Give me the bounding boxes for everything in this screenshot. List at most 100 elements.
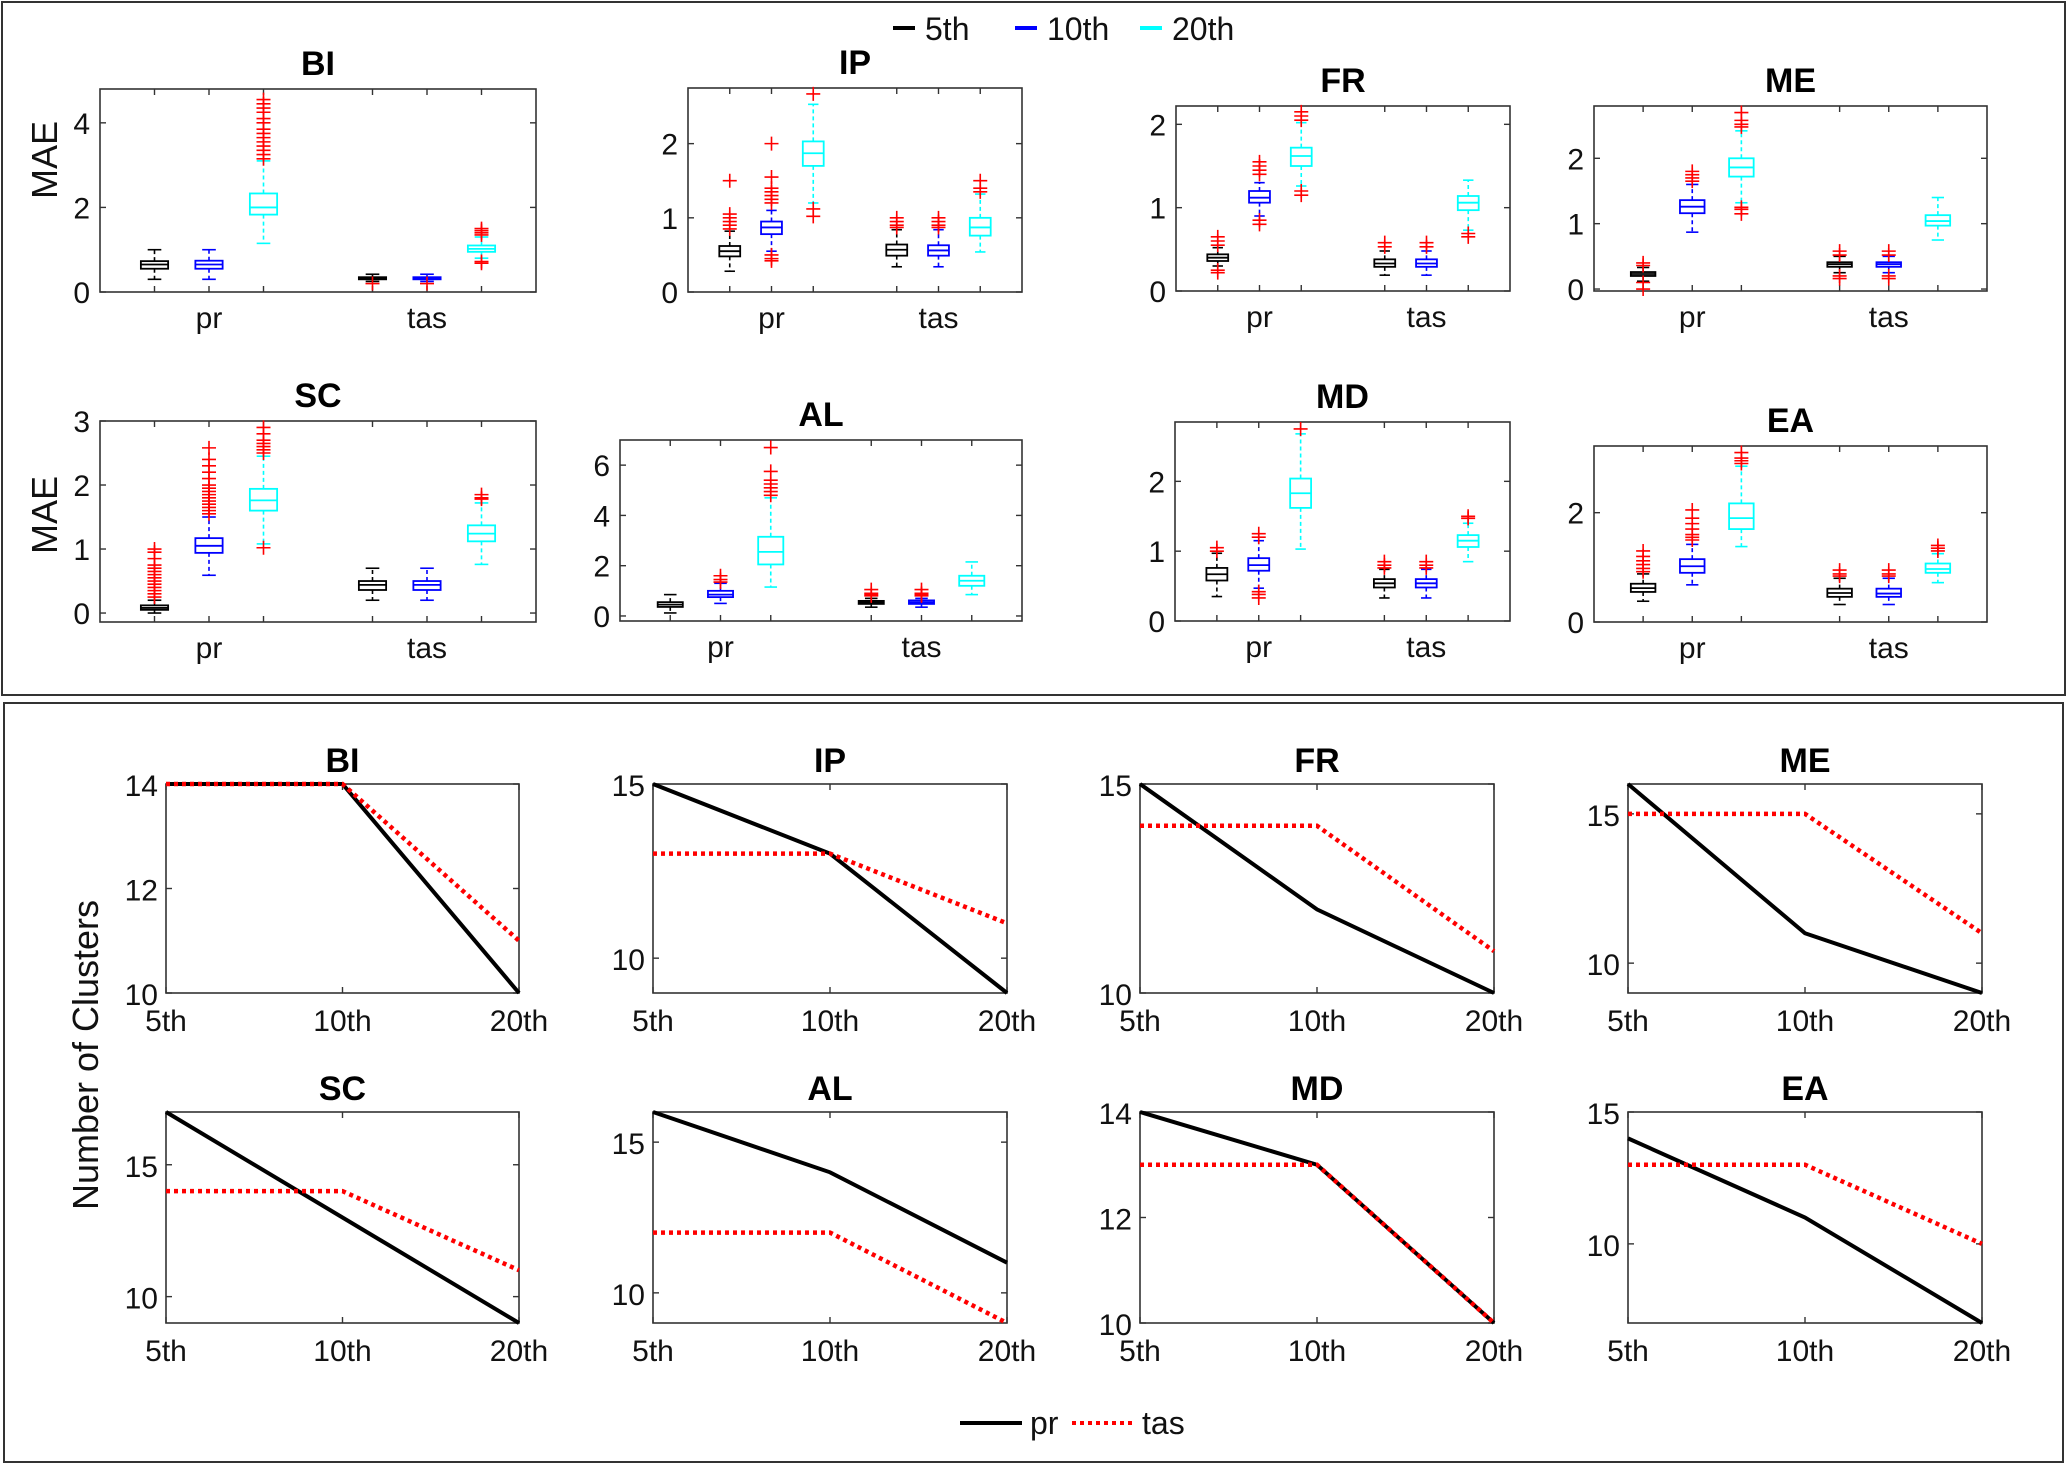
axes-box bbox=[652, 783, 1008, 994]
box-pr-5th bbox=[1205, 540, 1229, 598]
outlier-marker bbox=[764, 170, 779, 185]
x-tick-label: 10th bbox=[313, 1005, 371, 1038]
series-line-tas bbox=[653, 851, 1008, 926]
y-tick-label: 1 bbox=[661, 203, 678, 236]
outlier-marker bbox=[474, 487, 489, 502]
legend-item-10th: 10th bbox=[1015, 11, 1109, 47]
series-line-tas bbox=[166, 781, 521, 943]
box-pr-20th bbox=[1728, 445, 1755, 548]
box-pr-5th bbox=[656, 593, 684, 614]
box-tas-5th bbox=[1373, 235, 1397, 276]
legend-item-tas: tas bbox=[1072, 1405, 1185, 1441]
bottom-legend: pr tas bbox=[960, 1405, 1185, 1441]
series-line-tas bbox=[1628, 811, 1984, 936]
lineplot-panel-EA: EA 10 15 5th 10th 20th bbox=[1587, 1070, 2012, 1368]
box-pr-20th bbox=[1289, 421, 1312, 550]
box-pr-10th bbox=[1248, 154, 1271, 232]
y-tick-label: 0 bbox=[1149, 276, 1166, 309]
panel-title: IP bbox=[814, 742, 846, 780]
boxplot-panel-FR: FR 0 1 2 pr tas bbox=[1149, 62, 1511, 334]
outlier-marker bbox=[1377, 554, 1392, 569]
outlier-marker bbox=[1636, 255, 1651, 270]
outlier-marker bbox=[1252, 217, 1267, 232]
series-line-tas bbox=[1140, 1162, 1496, 1325]
panel-title: FR bbox=[1320, 62, 1365, 100]
axes-box bbox=[1139, 783, 1495, 994]
x-tick-label: 10th bbox=[801, 1005, 859, 1038]
legend-label-10th: 10th bbox=[1047, 11, 1109, 47]
y-tick-label: 12 bbox=[1099, 1204, 1132, 1237]
y-tick-label: 10 bbox=[612, 1279, 645, 1312]
x-tick-label: 5th bbox=[1119, 1335, 1161, 1368]
outlier-marker bbox=[474, 256, 489, 271]
outlier-marker bbox=[1210, 229, 1225, 244]
box-tas-20th bbox=[958, 561, 986, 596]
panel-title: BI bbox=[326, 742, 360, 780]
box-tas-10th bbox=[1875, 563, 1902, 606]
y-tick-label: 10 bbox=[612, 944, 645, 977]
outlier-marker bbox=[806, 209, 821, 224]
outlier-marker bbox=[1294, 188, 1309, 203]
lineplot-panel-SC: SC 10 15 5th 10th 20th bbox=[125, 1070, 549, 1368]
panel-title: ME bbox=[1765, 62, 1816, 100]
panel-title: MD bbox=[1291, 1070, 1344, 1108]
y-tick-label: 10 bbox=[1587, 949, 1620, 982]
series-line-pr bbox=[1626, 782, 1983, 995]
y-tick-label: 1 bbox=[1148, 536, 1165, 569]
x-group-label-pr: pr bbox=[196, 302, 223, 335]
y-tick-label: 0 bbox=[73, 598, 90, 631]
x-tick-label: 10th bbox=[1776, 1335, 1834, 1368]
x-group-label-tas: tas bbox=[918, 302, 958, 335]
x-tick-label: 5th bbox=[1119, 1005, 1161, 1038]
panel-title: FR bbox=[1294, 742, 1339, 780]
outlier-marker bbox=[763, 440, 778, 455]
outlier-marker bbox=[1881, 271, 1896, 286]
boxplot-grid: BI 0 2 4 pr tas IP 0 1 2 pr tas FR 0 1 2 pr tas ME 0 1 2 pr tas… bbox=[73, 44, 1988, 665]
panel-title: AL bbox=[798, 396, 843, 434]
panel-title: AL bbox=[807, 1070, 852, 1108]
x-tick-label: 5th bbox=[1607, 1005, 1649, 1038]
axes-box bbox=[165, 783, 520, 994]
axes-box bbox=[1174, 421, 1511, 622]
box-iqr bbox=[757, 535, 785, 566]
x-group-label-pr: pr bbox=[1246, 301, 1273, 334]
x-group-label-pr: pr bbox=[758, 302, 785, 335]
outlier-marker bbox=[1419, 554, 1434, 569]
outlier-marker bbox=[1734, 206, 1749, 221]
x-tick-label: 5th bbox=[1607, 1335, 1649, 1368]
x-tick-label: 5th bbox=[632, 1005, 674, 1038]
outlier-marker bbox=[420, 276, 434, 291]
y-tick-label: 0 bbox=[1148, 606, 1165, 639]
x-tick-label: 10th bbox=[1776, 1005, 1834, 1038]
panel-title: IP bbox=[839, 44, 871, 82]
box-pr-10th bbox=[1679, 502, 1706, 586]
lineplot-panel-ME: ME 10 15 5th 10th 20th bbox=[1587, 742, 2012, 1038]
y-tick-label: 2 bbox=[593, 551, 610, 584]
y-tick-label: 4 bbox=[73, 108, 90, 141]
outlier-marker bbox=[1881, 244, 1896, 259]
box-tas-5th bbox=[357, 567, 388, 602]
lineplot-panel-AL: AL 10 15 5th 10th 20th bbox=[612, 1070, 1037, 1368]
x-tick-label: 5th bbox=[145, 1335, 187, 1368]
outlier-marker bbox=[1210, 265, 1225, 280]
y-tick-label: 2 bbox=[661, 129, 678, 162]
panel-title: SC bbox=[319, 1070, 366, 1108]
boxplot-panel-EA: EA 0 2 pr tas bbox=[1567, 402, 1988, 665]
box-tas-10th bbox=[412, 273, 442, 291]
top-legend: 5th 10th 20th bbox=[893, 11, 1234, 47]
x-tick-label: 10th bbox=[1288, 1335, 1346, 1368]
box-tas-5th bbox=[885, 210, 909, 268]
y-tick-label: 15 bbox=[1587, 1098, 1620, 1131]
box-tas-5th bbox=[1373, 554, 1396, 599]
series-line-tas bbox=[1140, 823, 1496, 954]
outlier-marker bbox=[147, 542, 162, 557]
box-pr-5th bbox=[1629, 543, 1657, 603]
axes-box bbox=[1627, 783, 1983, 994]
boxplot-panel-ME: ME 0 1 2 pr tas bbox=[1567, 62, 1988, 334]
box-pr-5th bbox=[139, 248, 170, 281]
axes-box bbox=[99, 420, 537, 623]
outlier-marker bbox=[1734, 105, 1749, 120]
box-pr-20th bbox=[801, 86, 825, 224]
legend-label-pr: pr bbox=[1030, 1405, 1059, 1441]
outlier-marker bbox=[722, 173, 737, 188]
